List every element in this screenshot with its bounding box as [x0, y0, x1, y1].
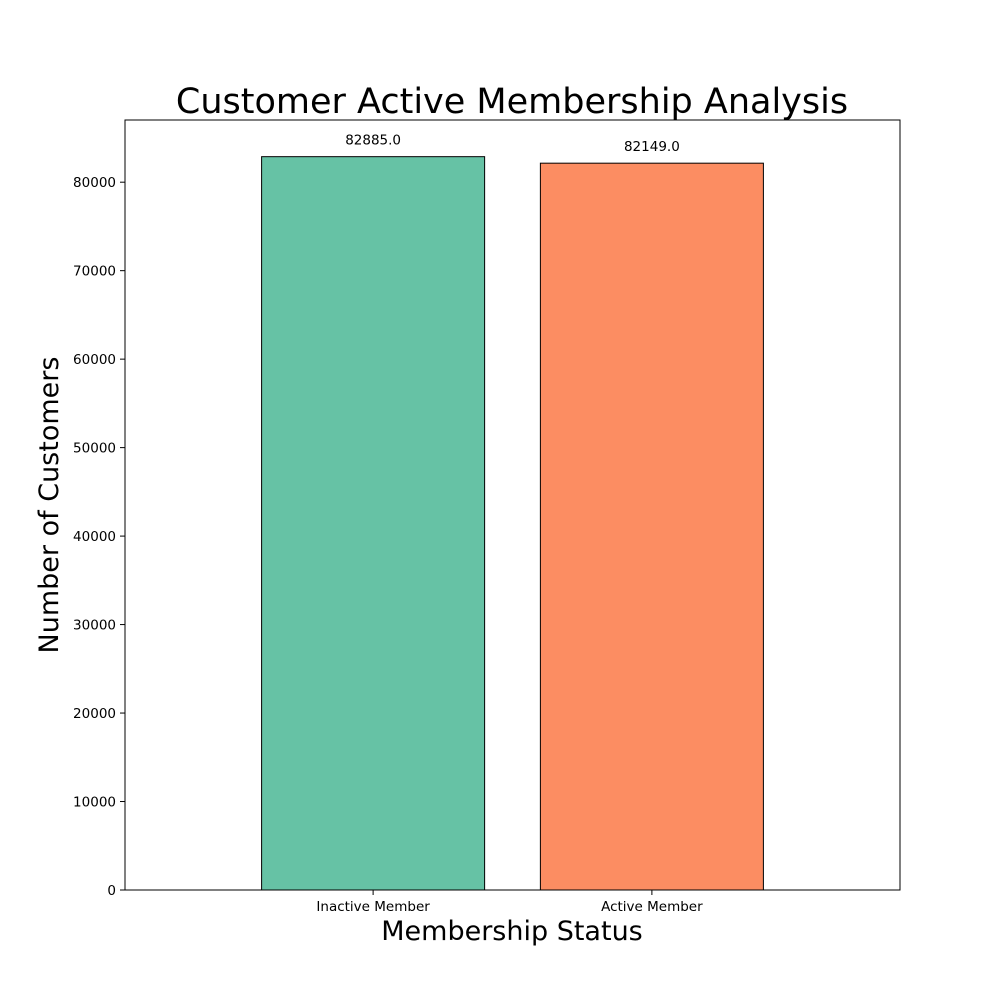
- y-tick-label: 60000: [73, 352, 116, 368]
- y-axis: 0 10000 20000 30000 40000 50000 60000 70000 8000…: [73, 175, 125, 899]
- y-axis-label: Number of Customers: [34, 357, 65, 654]
- bar-active-member: [539, 162, 764, 891]
- y-tick-label: 80000: [73, 175, 116, 191]
- bars: [261, 156, 764, 891]
- x-tick-label: Inactive Member: [316, 899, 430, 915]
- y-tick-label: 50000: [73, 441, 116, 457]
- y-tick-label: 70000: [73, 264, 116, 280]
- y-tick-label: 10000: [73, 795, 116, 811]
- x-axis: Inactive Member Active Member: [316, 890, 703, 915]
- data-labels: 82885.0 82149.0: [345, 133, 680, 156]
- y-tick-label: 20000: [73, 706, 116, 722]
- x-tick-label: Active Member: [601, 899, 703, 915]
- y-tick-label: 30000: [73, 618, 116, 634]
- chart-title: Customer Active Membership Analysis: [176, 82, 848, 122]
- x-axis-label: Membership Status: [381, 916, 643, 947]
- y-tick-label: 40000: [73, 529, 116, 545]
- data-label: 82885.0: [345, 133, 401, 149]
- bar-inactive-member: [261, 156, 486, 891]
- plot-frame: [124, 119, 901, 891]
- data-label: 82149.0: [624, 139, 680, 155]
- y-tick-label: 0: [107, 883, 116, 899]
